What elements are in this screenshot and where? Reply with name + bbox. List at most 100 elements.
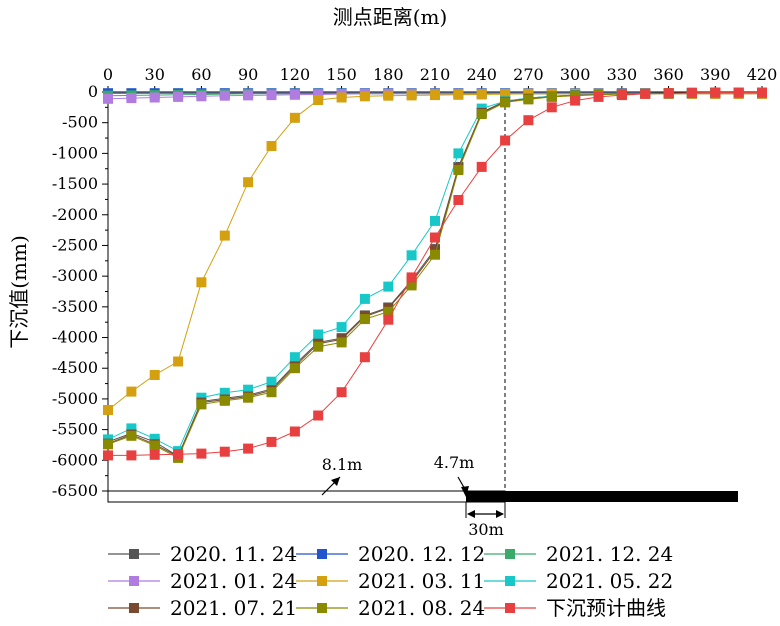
data-point [219,446,230,457]
y-tick-label: -5500 [52,420,98,439]
y-tick-label: -6500 [52,481,98,500]
legend-marker [505,549,515,559]
y-tick-label: -1500 [52,174,98,193]
data-point [430,215,440,226]
data-point [546,102,557,113]
dim-arrow-right [496,510,504,518]
data-point [243,392,254,403]
data-point [219,387,230,398]
data-point [266,90,277,101]
x-tick-label: 210 [420,65,451,84]
data-point [336,387,347,398]
data-point [336,337,347,348]
x-tick-label: 360 [653,65,684,84]
y-tick-label: -6000 [52,450,98,469]
data-point [406,272,417,283]
data-point [289,363,300,374]
x-tick-label: 240 [466,65,497,84]
data-point [430,249,440,260]
x-tick-label: 60 [191,65,211,84]
x-tick-label: 330 [607,65,638,84]
data-point [453,89,464,100]
x-tick-label: 390 [700,65,731,84]
legend-label: 下沉预计曲线 [546,596,666,620]
legend-item: 2021. 03. 11 [296,569,485,593]
data-point [313,329,324,340]
data-point [196,91,207,102]
legend-marker [317,576,327,586]
data-point [196,448,207,459]
data-point [476,109,487,120]
data-point [149,370,160,380]
x-axis-title: 测点距离(m) [333,5,448,29]
arrow-4.7m-head [461,486,469,497]
data-point [289,89,300,100]
data-point [500,89,511,100]
legend-label: 2021. 03. 11 [358,569,485,593]
data-point [266,387,277,398]
data-point [383,281,394,292]
data-point [359,91,370,102]
data-point [149,92,160,103]
mined-area-bar [466,491,738,502]
data-point [733,87,744,98]
legend: 2020. 11. 24 2020. 12. 12 2021. 12. 24 2021… [108,542,673,620]
legend-marker [129,549,139,559]
data-point [570,95,581,106]
legend-label: 2021. 07. 21 [170,596,297,620]
data-point [476,89,487,100]
annot-30m: 30m [468,520,504,539]
data-point [430,90,440,101]
legend-item: 2020. 11. 24 [108,542,297,566]
data-point [173,356,184,367]
legend-label: 2021. 12. 24 [546,542,673,566]
legend-label: 2021. 08. 24 [358,596,485,620]
data-point [243,384,254,395]
data-point [289,352,300,363]
data-point [336,92,347,103]
data-point [406,250,417,261]
data-point [406,280,417,291]
data-point [757,87,767,98]
series-8 [103,87,767,461]
data-point [640,88,651,99]
data-point [663,88,674,99]
data-point [383,314,394,325]
annotations: 8.1m 4.7m 30m [107,92,738,539]
data-point [593,91,604,102]
x-tick-label: 90 [238,65,258,84]
annot-4.7m: 4.7m [434,453,475,472]
plot-area [103,87,767,463]
data-point [149,449,160,460]
data-point [359,293,370,304]
x-tick-label: 300 [560,65,591,84]
data-point [126,430,137,441]
y-tick-label: -4000 [52,328,98,347]
legend-marker [505,576,515,586]
y-tick-label: -2500 [52,235,98,254]
data-point [103,405,113,415]
x-tick-label: 30 [145,65,165,84]
data-point [126,450,137,461]
legend-item: 2021. 05. 22 [484,569,673,593]
data-point [243,90,254,101]
data-point [359,314,370,325]
data-point [430,232,440,243]
y-tick-label: 0 [88,82,98,101]
data-point [359,352,370,363]
data-point [336,322,347,333]
y-tick-label: -3500 [52,297,98,316]
data-point [219,230,230,241]
legend-item: 2021. 12. 24 [484,542,673,566]
x-tick-label: 150 [326,65,357,84]
data-point [523,115,534,126]
panel-outline [107,490,506,503]
data-point [710,87,721,98]
legend-marker [317,603,327,613]
data-point [453,148,464,159]
legend-label: 2021. 01. 24 [170,569,297,593]
data-point [103,93,113,104]
x-tick-label: 270 [513,65,544,84]
data-point [266,436,277,447]
